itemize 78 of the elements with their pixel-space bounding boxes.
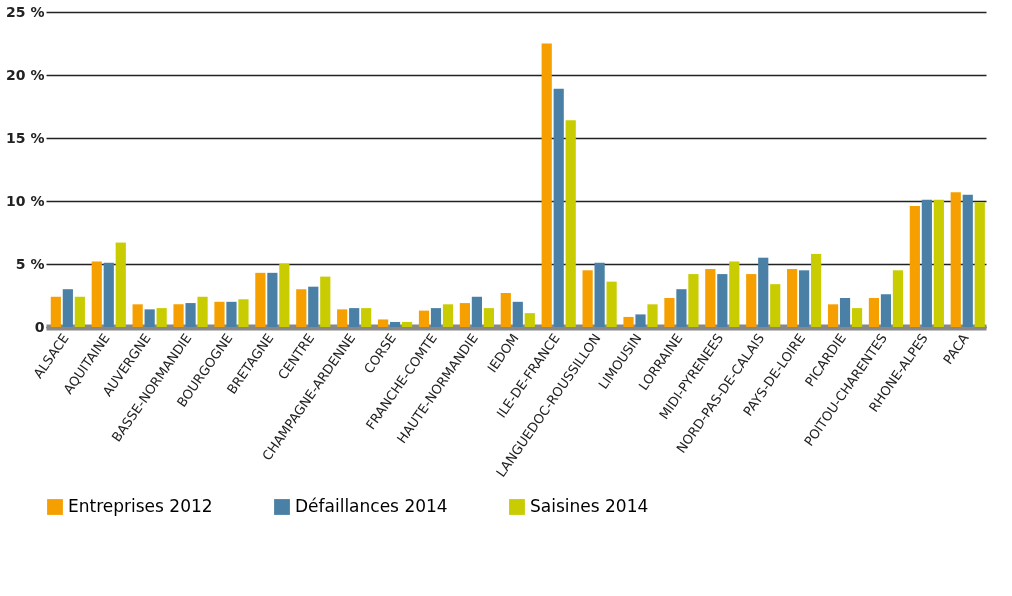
bar (839, 298, 851, 327)
bar (553, 88, 564, 327)
bar (512, 301, 523, 327)
bar (688, 274, 699, 327)
bar (962, 194, 973, 327)
bar (173, 304, 184, 327)
bar (524, 313, 535, 327)
bar (471, 296, 482, 327)
bar (103, 262, 114, 327)
bar (226, 301, 237, 327)
legend-label: Défaillances 2014 (295, 496, 448, 516)
y-tick-label: 20 % (6, 66, 45, 83)
bar (50, 296, 61, 327)
bar (91, 261, 102, 327)
bar (144, 309, 155, 327)
bar (255, 272, 266, 327)
bar (827, 304, 839, 327)
bar (705, 269, 716, 327)
bar (442, 304, 454, 327)
bar (787, 269, 798, 327)
bar (933, 199, 944, 327)
bar (606, 281, 617, 327)
bar (401, 321, 413, 327)
bar (770, 284, 781, 327)
bar (582, 270, 593, 327)
bar (799, 270, 810, 327)
bar (132, 304, 143, 327)
legend-label: Saisines 2014 (530, 496, 649, 516)
bar (389, 321, 401, 327)
bar (623, 316, 634, 327)
bar (664, 298, 675, 327)
bar (62, 289, 73, 327)
bar (296, 289, 307, 327)
bar (267, 272, 278, 327)
bar (185, 303, 196, 327)
bar (349, 308, 360, 327)
bar (921, 199, 932, 327)
bar (320, 276, 331, 327)
bar (647, 304, 658, 327)
bar (337, 309, 348, 327)
bar (594, 262, 605, 327)
y-tick-label: 10 % (6, 192, 45, 209)
bar (308, 286, 319, 327)
bar (483, 308, 494, 327)
bar (214, 301, 225, 327)
bar (115, 242, 126, 327)
bar (361, 308, 372, 327)
bar (868, 298, 880, 327)
bar (880, 294, 892, 327)
y-tick-label: 5 % (15, 255, 45, 272)
bar (892, 270, 904, 327)
legend-label: Entreprises 2012 (68, 496, 213, 516)
bar (500, 292, 511, 327)
bar (851, 308, 863, 327)
bar (459, 303, 470, 327)
bar (746, 274, 757, 327)
bar (279, 264, 290, 327)
y-tick-label: 15 % (6, 129, 45, 146)
bar (377, 319, 389, 327)
bar (541, 43, 552, 327)
bar (729, 261, 740, 327)
bar (974, 202, 985, 327)
bar (758, 257, 769, 327)
bar (950, 192, 961, 327)
bar (197, 296, 208, 327)
bar (909, 206, 920, 327)
bar (74, 296, 85, 327)
bar (635, 314, 646, 327)
y-tick-label: 25 % (6, 3, 45, 20)
bar (418, 310, 430, 327)
y-tick-label: 0 (34, 318, 45, 335)
bar (156, 308, 167, 327)
bar (811, 253, 822, 327)
bar (430, 308, 442, 327)
bar (238, 299, 249, 327)
bar (676, 289, 687, 327)
bar (565, 120, 576, 327)
bar (717, 274, 728, 327)
